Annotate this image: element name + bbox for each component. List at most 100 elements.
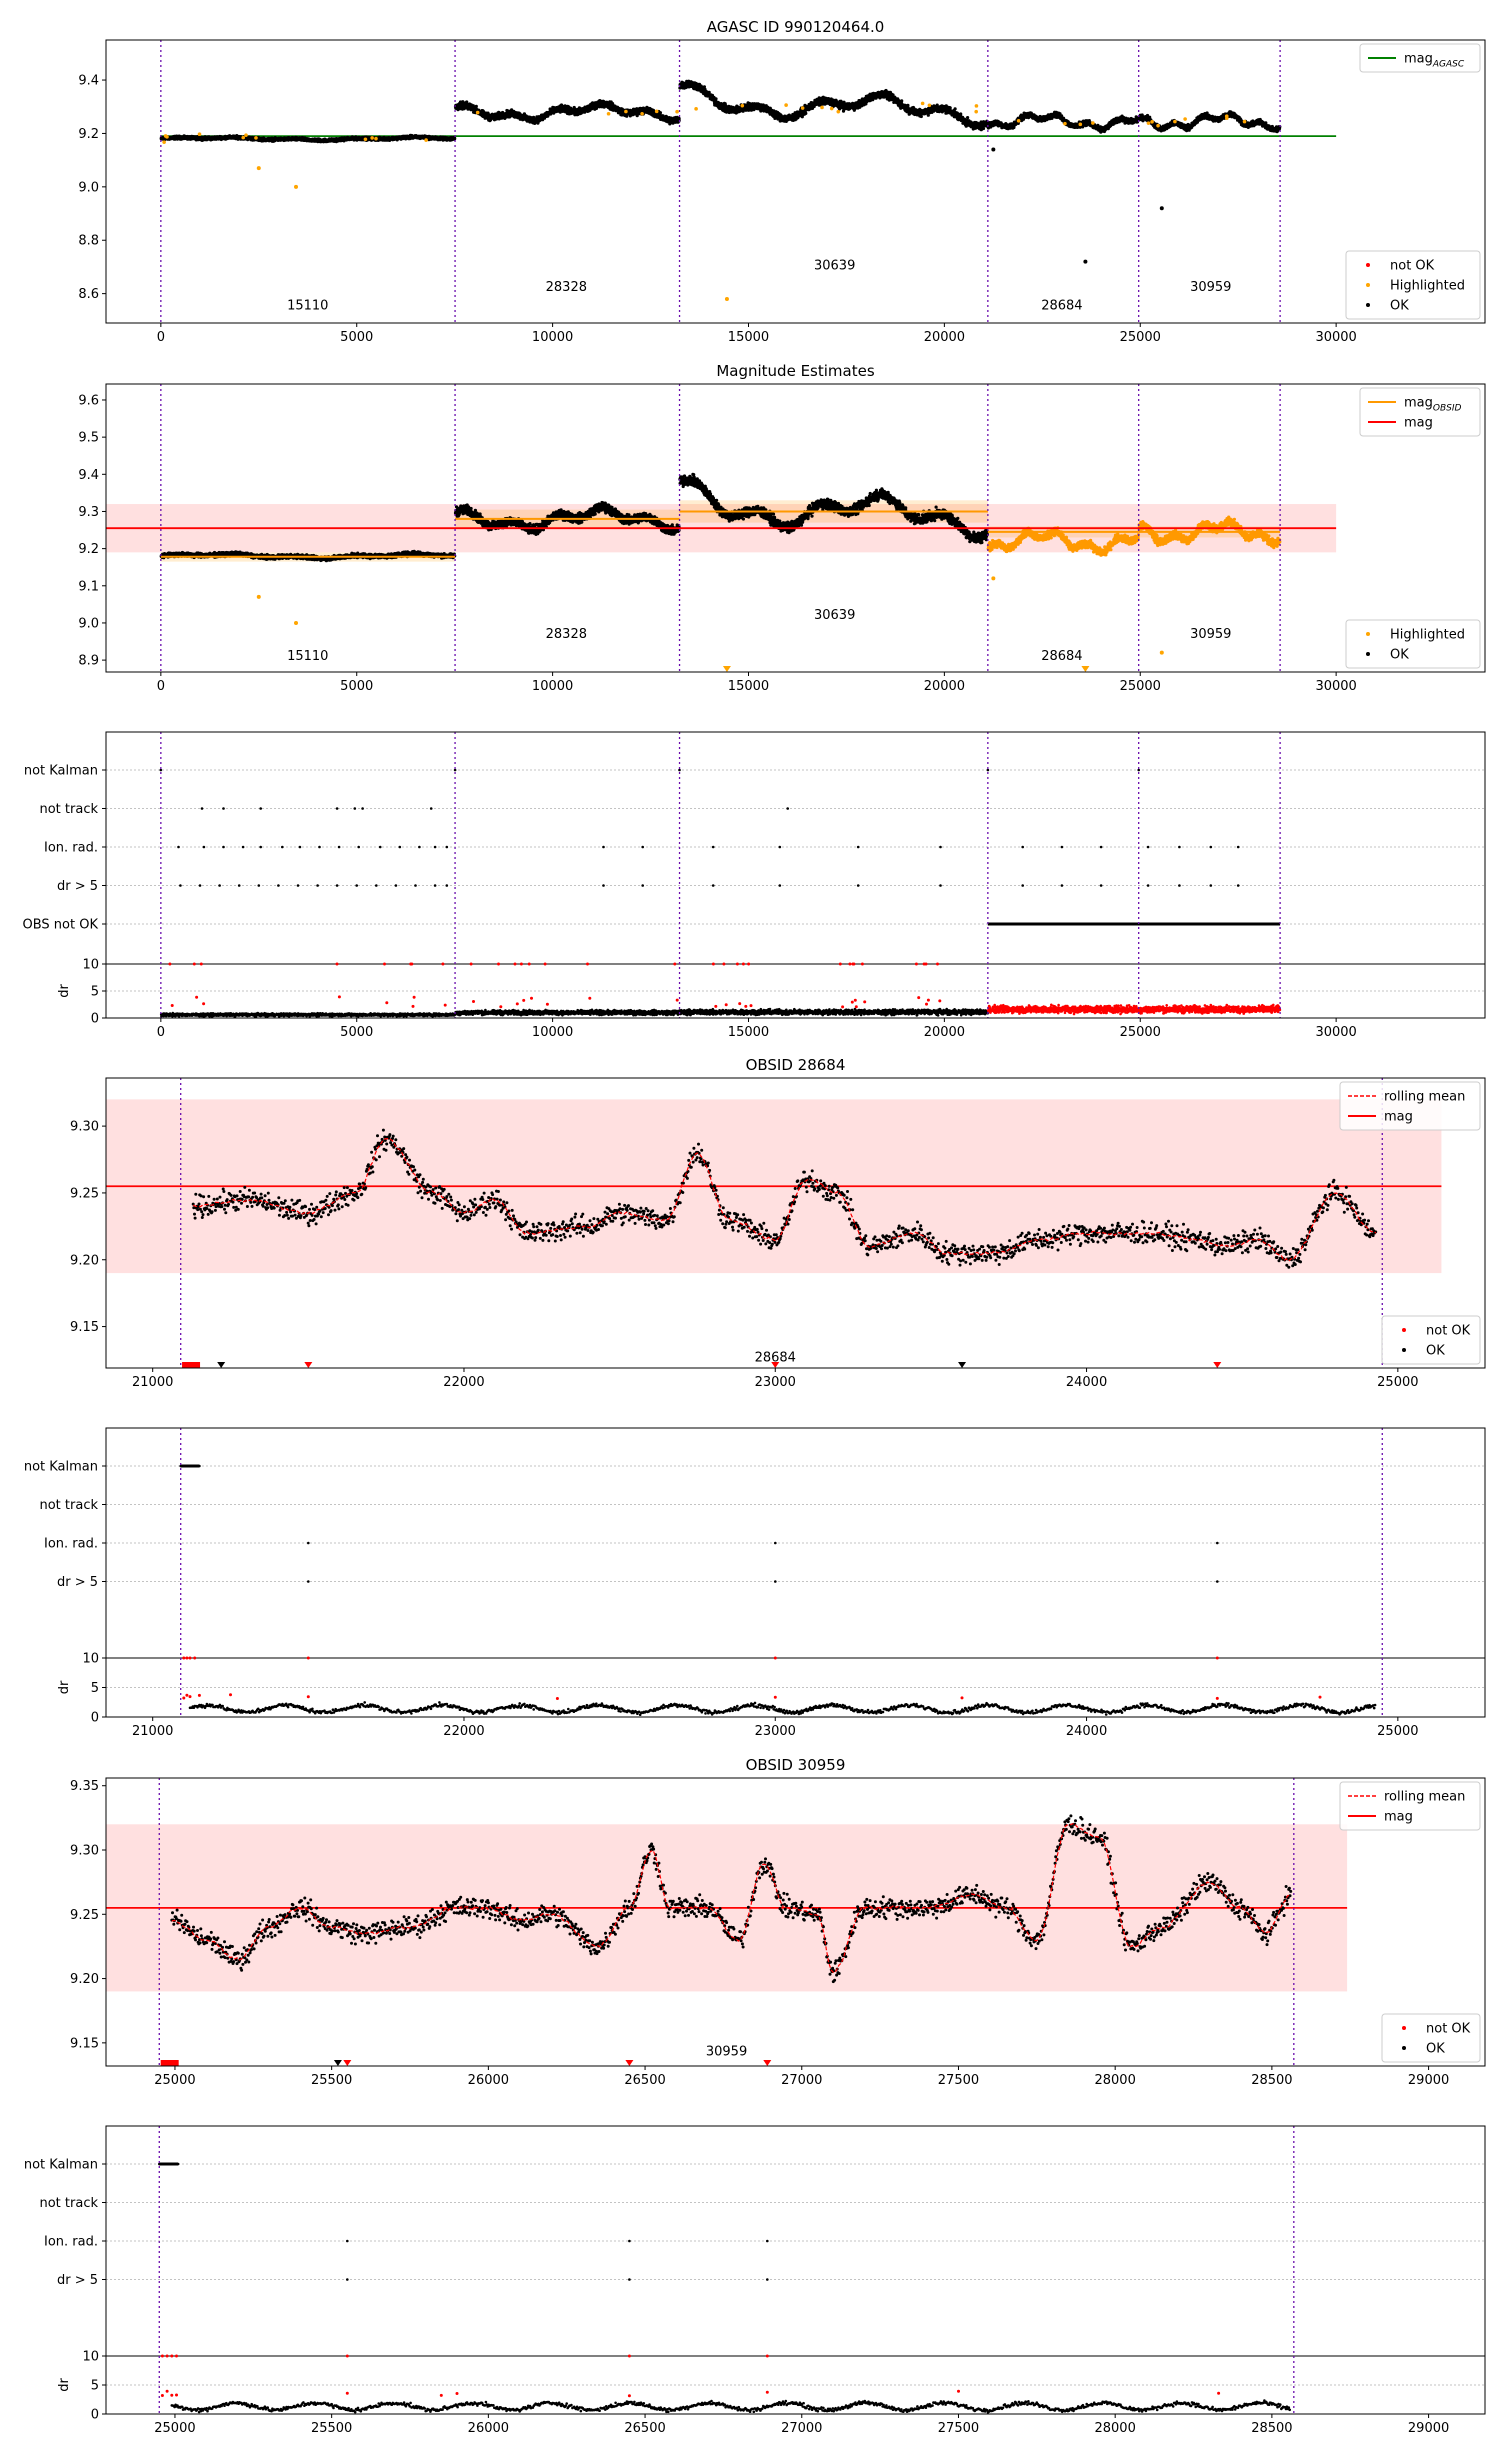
obsid-label: 28328 xyxy=(546,280,587,295)
flag-label: not track xyxy=(39,2196,98,2211)
outlier-point xyxy=(991,147,996,152)
y-tick-label: 10 xyxy=(82,2350,99,2365)
data-points xyxy=(453,500,681,536)
clipped-marker xyxy=(333,2060,342,2066)
legend-label: rolling mean xyxy=(1384,1090,1465,1105)
y-tick-label: 9.2 xyxy=(78,127,99,142)
y-tick-label: 5 xyxy=(91,985,99,1000)
y-tick-label: 8.6 xyxy=(78,287,99,302)
plots-layer: AGASC ID 990120464.0 15110 28328 30639 28684… xyxy=(23,18,1486,2436)
x-tick-label: 25000 xyxy=(1120,330,1161,345)
highlighted-point xyxy=(694,107,698,111)
outlier-point xyxy=(256,594,261,599)
flag-label: not Kalman xyxy=(24,764,98,779)
flag-label: OBS not OK xyxy=(23,918,99,933)
legend: Highlighted OK xyxy=(1345,619,1481,669)
x-tick-label: 28500 xyxy=(1251,2421,1292,2436)
y-tick-label: 9.2 xyxy=(78,542,99,557)
panel-magnitude-estimates: Magnitude Estimates 15110 28328 30639 28684 3… xyxy=(78,362,1486,694)
clipped-marker xyxy=(304,1362,313,1368)
highlighted-point xyxy=(1183,117,1187,121)
x-tick-label: 21000 xyxy=(132,1724,173,1739)
highlighted-point xyxy=(920,101,925,106)
y-tick-label: 0 xyxy=(91,1012,99,1027)
flag-label: not track xyxy=(39,1498,98,1513)
highlighted-point xyxy=(1078,122,1083,127)
obsid-label: 30959 xyxy=(1190,280,1231,295)
x-tick-label: 22000 xyxy=(443,1724,484,1739)
flag-label: Ion. rad. xyxy=(44,1537,98,1552)
highlighted-point xyxy=(162,140,166,144)
plot-frame xyxy=(105,1777,1486,2067)
x-tick-label: 24000 xyxy=(1066,1724,1107,1739)
highlighted-point xyxy=(1016,118,1021,123)
x-tick-label: 27500 xyxy=(938,2421,979,2436)
y-axis-label: dr xyxy=(57,984,72,998)
y-tick-label: 9.25 xyxy=(70,1908,99,1923)
y-tick-label: 9.15 xyxy=(70,2036,99,2051)
x-tick-label: 22000 xyxy=(443,1375,484,1390)
y-tick-label: 10 xyxy=(82,958,99,973)
x-tick-label: 26000 xyxy=(468,2073,509,2088)
plot-title: AGASC ID 990120464.0 xyxy=(707,18,885,36)
x-tick-label: 24000 xyxy=(1066,1375,1107,1390)
y-tick-label: 9.1 xyxy=(78,579,99,594)
highlighted-point xyxy=(363,137,368,142)
highlighted-point xyxy=(654,109,659,114)
x-tick-label: 15000 xyxy=(728,679,769,694)
clipped-marker xyxy=(1213,1362,1222,1368)
dr-points xyxy=(678,1007,990,1017)
highlighted-point xyxy=(974,104,979,108)
flag-label: not track xyxy=(39,802,98,817)
legend-label: mag xyxy=(1384,1810,1413,1825)
flag-label: not Kalman xyxy=(24,2158,98,2173)
highlighted-point xyxy=(374,136,378,141)
y-axis-label: dr xyxy=(57,2378,72,2392)
x-tick-label: 21000 xyxy=(132,1375,173,1390)
y-tick-label: 9.30 xyxy=(70,1120,99,1135)
highlighted-point xyxy=(197,132,202,137)
highlighted-point xyxy=(244,133,248,137)
obsid-label: 28328 xyxy=(546,627,587,642)
y-tick-label: 5 xyxy=(91,2379,99,2394)
legend-frame xyxy=(1381,1315,1481,1365)
data-points xyxy=(1137,110,1282,134)
dr-not-ok-points xyxy=(168,962,447,1008)
x-tick-label: 26000 xyxy=(468,2421,509,2436)
y-tick-label: 0 xyxy=(91,2408,99,2423)
x-tick-label: 28500 xyxy=(1251,2073,1292,2088)
highlighted-point xyxy=(640,112,644,116)
y-tick-label: 9.0 xyxy=(78,180,99,195)
legend-swatch xyxy=(1402,2046,1406,2050)
obsid-label: 28684 xyxy=(1041,299,1082,314)
highlighted-point xyxy=(624,109,628,114)
x-tick-label: 29000 xyxy=(1408,2073,1449,2088)
clipped-marker xyxy=(771,1362,780,1368)
legend: magAGASC xyxy=(1359,43,1481,73)
legend-frame xyxy=(1359,43,1481,73)
outlier-point xyxy=(256,166,261,171)
plot-frame xyxy=(105,39,1486,324)
obsid-label: 30639 xyxy=(814,259,855,274)
y-tick-label: 8.9 xyxy=(78,654,99,669)
highlighted-point xyxy=(606,111,611,116)
panel-obsid-30959: OBSID 30959 30959 25000 25500 26000 26500 2700… xyxy=(70,1756,1486,2088)
y-tick-label: 9.20 xyxy=(70,1253,99,1268)
highlighted-point xyxy=(1150,119,1154,124)
x-tick-label: 15000 xyxy=(728,330,769,345)
obsid-label: 28684 xyxy=(1041,649,1082,664)
panel-flags-28684: not Kalman not track Ion. rad. dr > 5 0 5 10 dr… xyxy=(24,1427,1486,1739)
clipped-marker xyxy=(958,1362,967,1368)
legend-label: OK xyxy=(1390,648,1409,663)
legend: not OK OK xyxy=(1381,1315,1481,1365)
dr-not-ok-points xyxy=(182,1656,1322,1700)
x-tick-label: 10000 xyxy=(532,1025,573,1040)
legend-label: not OK xyxy=(1426,1324,1471,1339)
highlighted-point xyxy=(784,103,788,107)
plot-frame xyxy=(105,2125,1486,2415)
highlighted-point xyxy=(1146,121,1151,125)
data-points xyxy=(678,79,990,132)
y-axis-label: dr xyxy=(57,1680,72,1694)
